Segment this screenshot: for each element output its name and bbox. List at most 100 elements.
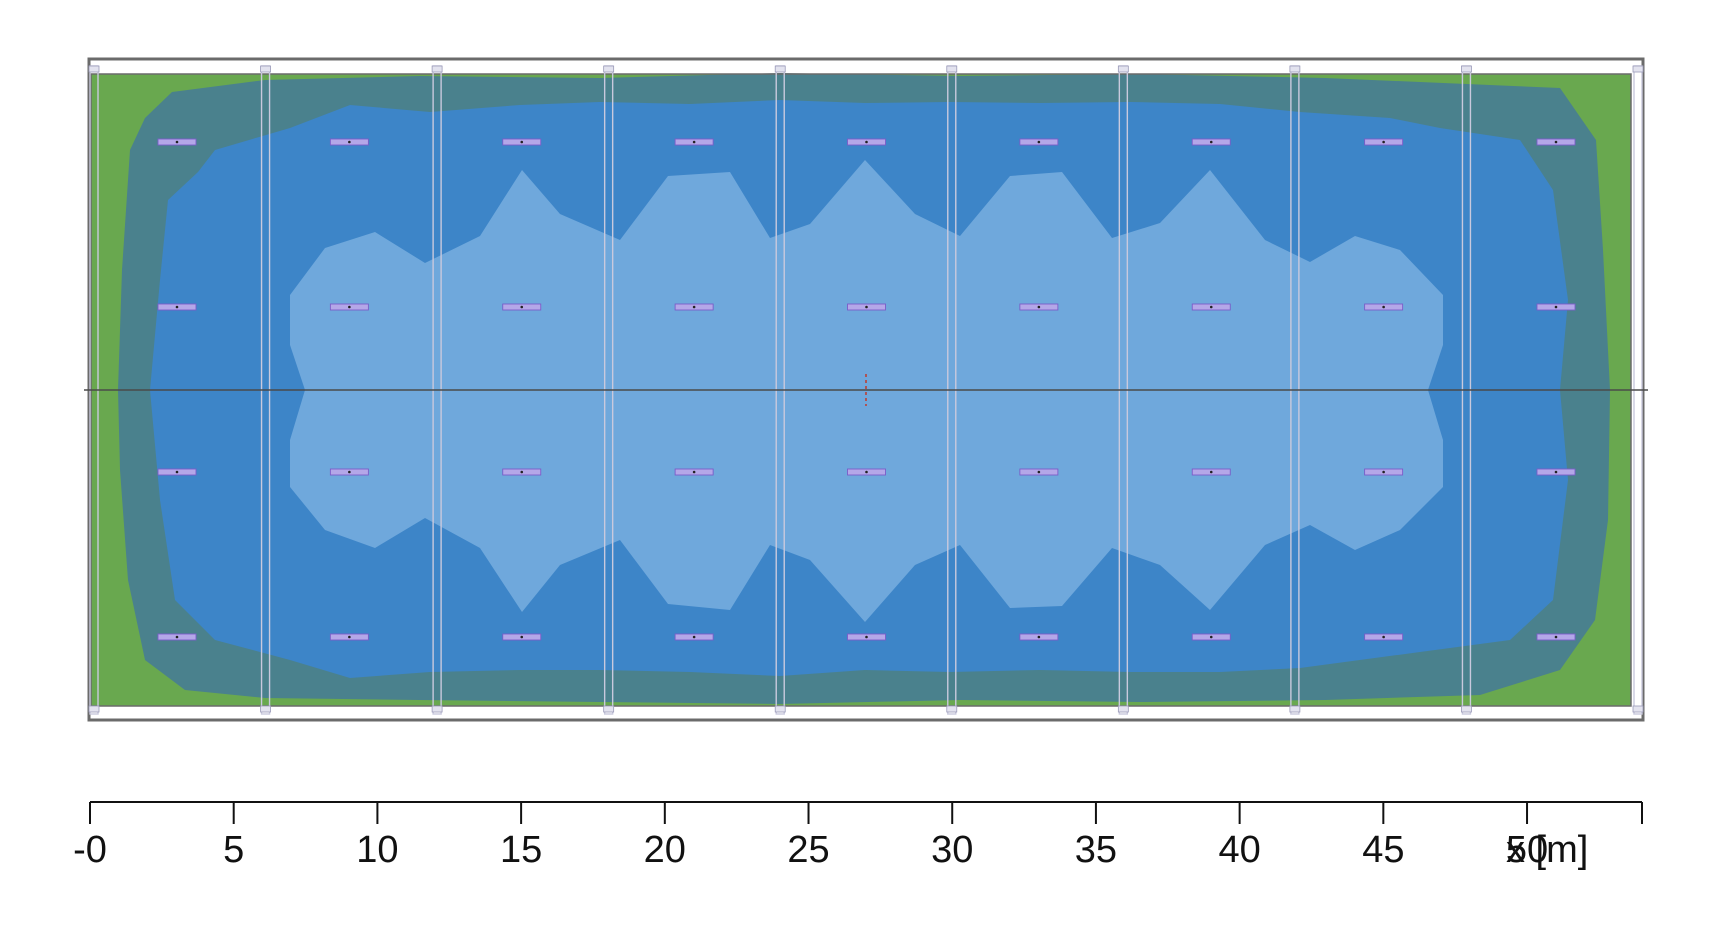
axis-ticks: -0 5 10 15 20 25 30 35 40 45 50 xyxy=(73,802,1643,871)
luminaire-centre xyxy=(520,470,524,474)
luminaire-centre xyxy=(692,140,696,144)
beam-cap-bottom xyxy=(946,705,958,713)
luminaire-centre xyxy=(348,140,351,144)
illuminance-zone-core xyxy=(290,160,1443,622)
luminaire-centre xyxy=(520,140,524,144)
luminaire xyxy=(1019,468,1059,476)
luminaire xyxy=(1191,633,1231,641)
luminaire-centre xyxy=(865,470,868,474)
luminaire xyxy=(674,303,714,311)
beam-cap-top xyxy=(431,65,443,73)
luminaire-centre xyxy=(348,305,351,309)
luminaire xyxy=(1019,633,1059,641)
luminaire xyxy=(1364,468,1404,476)
beam-cap-bottom xyxy=(1632,705,1644,713)
luminaire xyxy=(847,468,886,476)
floor-plan xyxy=(84,57,1648,722)
axis-tick-label: 5 xyxy=(223,829,244,871)
luminaire-centre xyxy=(865,635,868,639)
luminaire xyxy=(502,303,542,311)
luminaire xyxy=(1536,138,1576,146)
axis-title: x [m] xyxy=(1506,829,1588,871)
beam-cap-top xyxy=(603,65,615,73)
axis-tick-label: 10 xyxy=(356,829,398,871)
luminaire-centre xyxy=(1037,470,1041,474)
luminaire xyxy=(329,303,369,311)
luminaire xyxy=(1019,303,1059,311)
axis-tick-label: 25 xyxy=(787,829,829,871)
beam-cap-top xyxy=(1289,65,1301,73)
luminaire xyxy=(1536,303,1576,311)
luminaire-centre xyxy=(1209,140,1213,144)
luminaire-centre xyxy=(1037,635,1041,639)
luminaire-centre xyxy=(692,305,696,309)
luminaire xyxy=(1364,303,1404,311)
luminaire xyxy=(1019,138,1059,146)
beam-cap-bottom xyxy=(1461,705,1472,713)
luminaire xyxy=(847,633,886,641)
axis-tick-label: 30 xyxy=(931,829,973,871)
beam-cap-bottom xyxy=(88,705,100,713)
beam-cap-bottom xyxy=(1289,705,1301,713)
luminaire xyxy=(674,633,714,641)
luminaire xyxy=(157,138,197,146)
beam-cap-top xyxy=(774,65,786,73)
luminaire-centre xyxy=(1382,305,1385,309)
luminaire-centre xyxy=(520,305,524,309)
luminaire xyxy=(502,138,542,146)
luminaire-centre xyxy=(348,470,351,474)
luminaire-centre xyxy=(520,635,524,639)
axis-tick-label: 40 xyxy=(1218,829,1260,871)
axis-tick-label: 45 xyxy=(1362,829,1404,871)
luminaire-centre xyxy=(1554,470,1558,474)
luminaire xyxy=(502,468,542,476)
luminaire xyxy=(329,468,369,476)
luminaire-centre xyxy=(175,305,179,309)
beam-cap-bottom xyxy=(603,705,615,713)
luminaire xyxy=(847,138,886,146)
beam-cap-top xyxy=(946,65,958,73)
luminaire-centre xyxy=(1209,470,1213,474)
luminaire xyxy=(502,633,542,641)
luminaire-centre xyxy=(1209,635,1213,639)
beam-cap-top xyxy=(1632,65,1644,73)
luminaire xyxy=(1536,468,1576,476)
luminaire-centre xyxy=(175,635,179,639)
axis-tick-label: 50 xyxy=(1506,829,1548,871)
luminaire-centre xyxy=(1382,140,1385,144)
luminaire-centre xyxy=(175,140,179,144)
luminaire-centre xyxy=(865,140,868,144)
axis-tick-label: 20 xyxy=(644,829,686,871)
beam-cap-bottom xyxy=(1117,705,1129,713)
luminaire xyxy=(157,303,197,311)
luminaire-centre xyxy=(348,635,351,639)
luminaire xyxy=(157,468,197,476)
luminaire-centre xyxy=(865,305,868,309)
luminaire xyxy=(1364,138,1404,146)
luminaire xyxy=(1364,633,1404,641)
axis-tick-label: 35 xyxy=(1075,829,1117,871)
luminaire xyxy=(329,138,369,146)
beam-cap-bottom xyxy=(260,705,271,713)
luminaire-centre xyxy=(1554,305,1558,309)
luminaire-centre xyxy=(1037,305,1041,309)
luminaire-centre xyxy=(1037,140,1041,144)
luminaire-centre xyxy=(1554,140,1558,144)
luminaire xyxy=(329,633,369,641)
luminaire xyxy=(847,303,886,311)
luminaire-centre xyxy=(692,470,696,474)
luminaire xyxy=(674,468,714,476)
beam-cap-top xyxy=(1461,65,1472,73)
luminaire-centre xyxy=(1382,470,1385,474)
beam-cap-top xyxy=(1117,65,1129,73)
luminaire-centre xyxy=(1554,635,1558,639)
luminaire xyxy=(157,633,197,641)
beam-cap-top xyxy=(88,65,100,73)
axis-tick-label: -0 xyxy=(73,829,107,871)
luminaire-centre xyxy=(1382,635,1385,639)
luminaire xyxy=(1536,633,1576,641)
beam-cap-bottom xyxy=(774,705,786,713)
luminaire xyxy=(1191,303,1231,311)
luminaire-centre xyxy=(1209,305,1213,309)
